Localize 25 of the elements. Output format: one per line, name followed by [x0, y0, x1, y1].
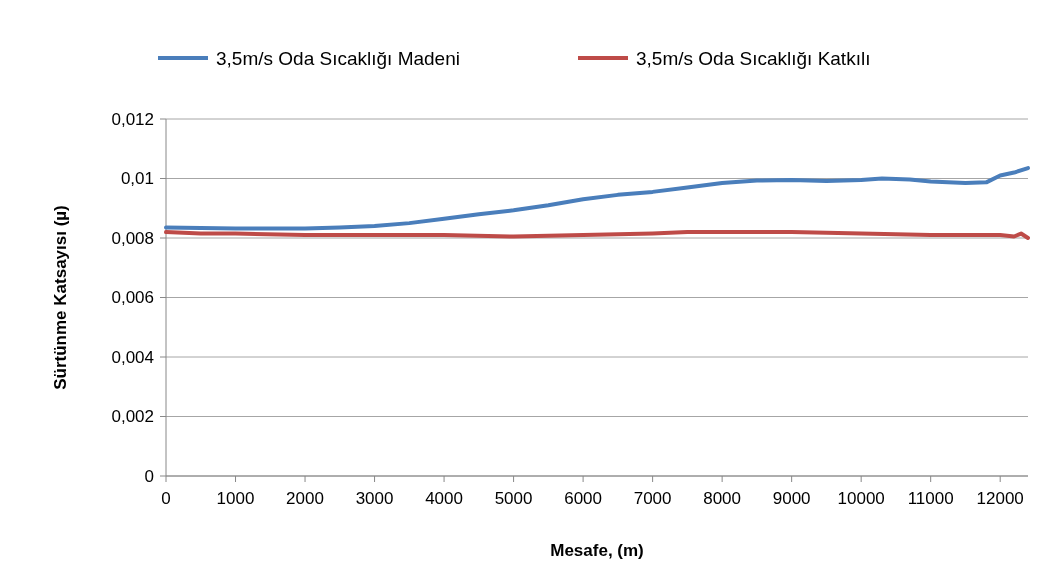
x-axis-title: Mesafe, (m) — [550, 541, 644, 560]
legend-label: 3,5m/s Oda Sıcaklığı Katkılı — [636, 47, 871, 69]
y-tick-label: 0 — [144, 466, 154, 486]
x-tick-label: 9000 — [772, 489, 811, 508]
x-tick-label: 1000 — [216, 489, 255, 508]
y-axis-title: Sürtünme Katsayısı (µ) — [51, 205, 70, 390]
x-tick-label: 0 — [161, 489, 171, 508]
x-tick-label: 8000 — [703, 489, 742, 508]
y-tick-label: 0,012 — [111, 109, 154, 129]
y-tick-label: 0,002 — [111, 407, 154, 427]
x-tick-label: 10000 — [837, 489, 885, 508]
y-tick-label: 0,01 — [120, 169, 154, 189]
x-tick-label: 2000 — [286, 489, 324, 508]
x-tick-label: 12000 — [976, 489, 1024, 508]
x-tick-label: 7000 — [633, 489, 672, 508]
line-series — [164, 166, 1030, 231]
x-tick-label: 11000 — [907, 489, 954, 508]
x-tick-label: 4000 — [425, 489, 463, 508]
x-tick-label: 6000 — [564, 489, 603, 508]
x-tick-label: 5000 — [494, 489, 533, 508]
y-tick-label: 0,008 — [111, 228, 154, 248]
y-tick-label: 0,004 — [111, 347, 154, 367]
legend-label: 3,5m/s Oda Sıcaklığı Madeni — [216, 47, 460, 69]
x-tick-label: 3000 — [355, 489, 394, 508]
y-tick-label: 0,006 — [111, 288, 154, 308]
